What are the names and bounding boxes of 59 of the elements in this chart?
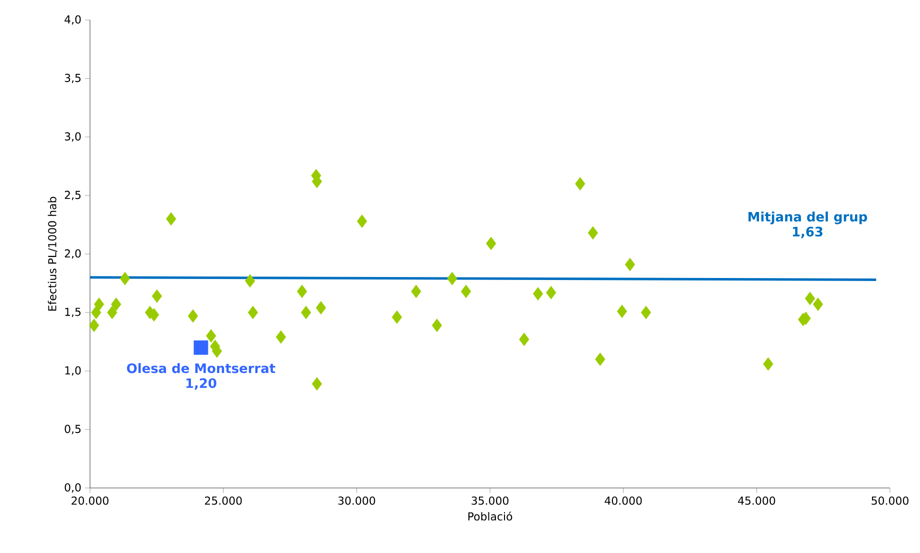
point (519, 332, 530, 346)
point (432, 318, 442, 332)
point (206, 329, 216, 343)
point (152, 289, 162, 303)
x-tick-label: 35.000 (472, 496, 508, 505)
point (595, 352, 606, 366)
point (248, 306, 258, 320)
annotation: 1,20 (186, 378, 216, 390)
point (460, 284, 472, 298)
point (575, 177, 586, 190)
annotation: 1,63 (792, 226, 822, 238)
point (194, 340, 208, 355)
point (411, 284, 422, 298)
y-tick-label: 1,0 (65, 366, 81, 376)
y-tick-label: 2,0 (64, 249, 81, 259)
x-tick-label: 30.000 (338, 496, 376, 505)
annotation: Olesa de Montserrat (127, 363, 276, 374)
x-tick-label: 50.000 (872, 496, 908, 505)
point (312, 377, 322, 391)
y-tick-label: 1,5 (65, 308, 81, 318)
point (91, 306, 102, 320)
point (624, 258, 636, 272)
point (111, 298, 122, 311)
x-tick-label: 45.000 (738, 496, 776, 505)
point (640, 306, 652, 320)
x-tick-label: 40.000 (604, 496, 642, 505)
point (763, 357, 774, 371)
x-tick-label: 20.000 (72, 496, 108, 505)
point (392, 310, 402, 324)
y-tick-label: 3,5 (64, 74, 81, 84)
point (616, 304, 628, 318)
y-tick-label: 0,0 (64, 483, 81, 493)
point (188, 309, 198, 323)
point (486, 236, 496, 250)
point (804, 292, 816, 306)
point (588, 226, 598, 240)
annotation: Mitjana del grup (748, 212, 868, 224)
point (356, 214, 368, 228)
point (94, 298, 104, 311)
y-tick-label: 3,0 (64, 132, 81, 142)
y-axis-title: Efectius PL/1000 hab (48, 196, 58, 311)
point (532, 287, 544, 300)
point (120, 272, 130, 286)
point (316, 301, 326, 315)
point (546, 286, 556, 300)
y-tick-label: 2,5 (64, 190, 81, 200)
point (300, 306, 312, 320)
point (812, 298, 824, 311)
point (296, 284, 308, 298)
y-tick-label: 0,5 (64, 424, 81, 434)
point (244, 274, 256, 288)
point (88, 318, 100, 332)
x-axis-title: Població (468, 512, 512, 521)
y-tick-label: 4,0 (64, 15, 81, 25)
point (107, 306, 118, 320)
point (447, 272, 458, 286)
point (166, 212, 176, 226)
x-tick-label: 25.000 (204, 496, 242, 505)
point (276, 330, 286, 344)
